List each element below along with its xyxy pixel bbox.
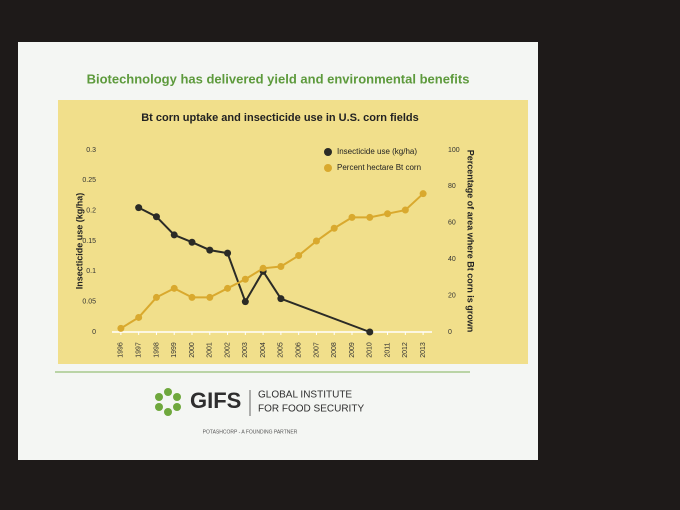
data-point [188,293,196,301]
data-point [384,210,392,218]
x-tick-label: 1999 [171,342,178,358]
slide-title: Biotechnology has delivered yield and en… [87,71,470,86]
data-point [277,262,285,270]
x-tick-label: 2012 [402,342,409,358]
data-point [224,249,232,257]
x-tick-label: 2005 [278,342,285,358]
data-point [348,213,356,221]
x-tick-label: 1996 [118,342,125,358]
x-tick-label: 2003 [242,342,249,358]
chart-title: Bt corn uptake and insecticide use in U.… [141,112,419,124]
data-point [330,224,338,232]
legend-label: Percent hectare Bt corn [337,163,421,172]
data-point [419,190,427,198]
y-tick-label: 0 [92,329,96,336]
x-tick-label: 1997 [136,342,143,358]
y-tick-label: 0.05 [82,299,96,306]
data-point [401,206,409,214]
x-tick-label: 2001 [207,342,214,358]
x-tick-label: 2002 [224,342,231,358]
data-point [366,328,374,336]
y-tick-label: 0.1 [86,268,96,275]
data-point [295,252,303,260]
y2-tick-label: 80 [448,183,456,190]
legend-swatch [324,148,332,156]
x-tick-label: 2013 [420,342,427,358]
x-tick-label: 1998 [153,342,160,358]
data-point [241,275,249,283]
data-point [170,284,178,292]
y2-tick-label: 100 [448,147,460,154]
x-tick-label: 2011 [384,342,391,357]
data-point [188,238,196,246]
data-point [277,295,285,303]
data-point [312,237,320,245]
y2-tick-label: 40 [448,256,456,263]
data-point [135,313,143,321]
logo-line1: GLOBAL INSTITUTE [258,390,352,401]
x-tick-label: 2009 [349,342,356,358]
y2-tick-label: 20 [448,292,456,299]
data-point [366,213,374,221]
y2-tick-label: 60 [448,220,456,227]
logo-name: GIFS [190,388,241,413]
data-point [206,246,214,254]
x-tick-label: 2010 [367,342,374,358]
logo-line2: FOR FOOD SECURITY [258,404,364,415]
logo-icon [155,388,181,416]
data-point [224,284,232,292]
legend-swatch [324,164,332,172]
y2-axis-label: Percentage of area where Bt corn is grow… [466,150,476,333]
y-tick-label: 0.25 [82,177,96,184]
x-tick-label: 2006 [296,342,303,358]
y-tick-label: 0.15 [82,238,96,245]
data-point [259,264,267,272]
x-tick-label: 2004 [260,342,267,358]
data-point [152,293,160,301]
y-tick-label: 0.3 [86,147,96,154]
data-point [170,231,178,239]
data-point [241,298,249,306]
data-point [152,213,160,221]
series-line [138,206,371,333]
data-point [117,324,125,332]
y2-tick-label: 0 [448,329,452,336]
legend-label: Insecticide use (kg/ha) [337,147,417,156]
x-tick-label: 2000 [189,342,196,358]
y-tick-label: 0.2 [86,208,96,215]
y-axis-label: Insecticide use (kg/ha) [74,193,84,290]
data-point [135,204,143,212]
data-point [206,293,214,301]
partner-text: POTASHCORP - A FOUNDING PARTNER [203,429,298,435]
x-tick-label: 2007 [313,342,320,358]
x-tick-label: 2008 [331,342,338,358]
